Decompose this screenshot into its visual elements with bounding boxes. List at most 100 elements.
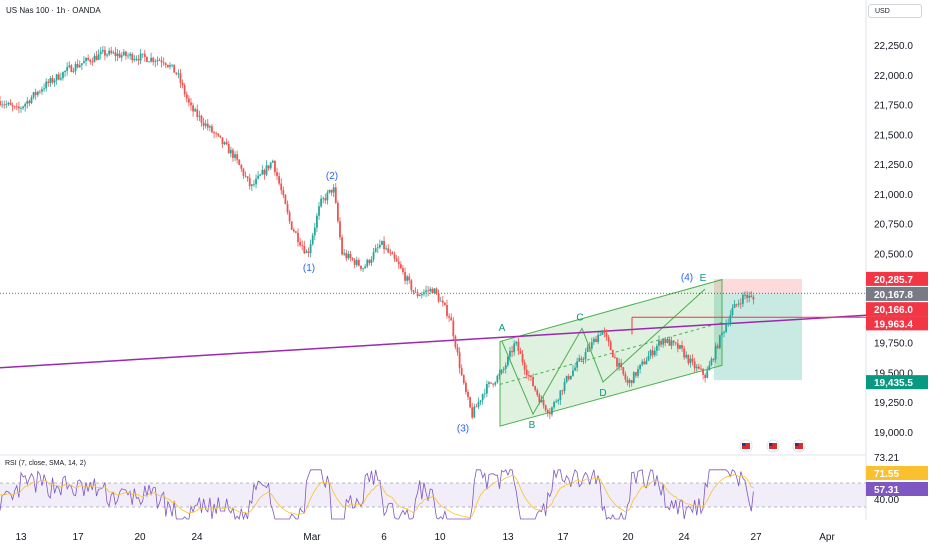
- candle-body: [742, 294, 744, 304]
- candle-body: [185, 94, 188, 99]
- candle-body: [211, 126, 213, 133]
- candle-body: [204, 123, 207, 126]
- price-badge: [866, 286, 928, 301]
- candle-body: [435, 288, 438, 294]
- candle-body: [183, 85, 186, 95]
- x-tick-label: 20: [134, 532, 146, 543]
- currency-selector[interactable]: USD: [868, 4, 922, 18]
- support-trendline[interactable]: [0, 314, 867, 369]
- candle-body: [101, 50, 104, 52]
- candle-body: [255, 178, 257, 185]
- candle-body: [370, 259, 373, 264]
- candle-body: [488, 382, 490, 385]
- candle-body: [194, 109, 197, 112]
- candle-body: [49, 78, 52, 84]
- candle-body: [307, 251, 310, 254]
- candle-body: [286, 203, 289, 213]
- candle-body: [485, 384, 488, 394]
- y-tick-label: 22,000.0: [874, 71, 913, 82]
- candle-body: [695, 366, 698, 369]
- candle-body: [229, 149, 232, 154]
- candle-body: [242, 168, 245, 176]
- wave-label: (4): [681, 272, 693, 283]
- candle-body: [282, 190, 285, 196]
- candle-body: [706, 370, 709, 378]
- candle-body: [112, 52, 115, 54]
- candle-body: [616, 357, 618, 367]
- candle-body: [177, 73, 180, 75]
- candle-body: [122, 51, 125, 56]
- candle-body: [624, 374, 627, 380]
- wave-abcde-path[interactable]: [501, 288, 706, 416]
- take-profit-zone[interactable]: [714, 293, 802, 381]
- x-tick-label: 17: [72, 532, 84, 543]
- candle-body: [431, 288, 434, 294]
- trend-channel[interactable]: [499, 278, 723, 427]
- candle-body: [444, 302, 446, 305]
- candle-body: [202, 122, 205, 126]
- candle-body: [17, 106, 20, 109]
- candle-body: [548, 413, 551, 415]
- channel-midline[interactable]: [499, 321, 723, 385]
- candle-body: [611, 350, 614, 358]
- candle-body: [406, 276, 409, 281]
- candle-body: [322, 198, 325, 200]
- candle-body: [120, 55, 123, 58]
- candle-body: [141, 53, 144, 55]
- x-tick-label: 17: [557, 532, 569, 543]
- x-tick-label: 20: [622, 532, 634, 543]
- candle-body: [664, 339, 667, 343]
- candle-body: [731, 307, 734, 316]
- y-tick-label: 21,000.0: [874, 190, 913, 201]
- candle-body: [274, 160, 276, 173]
- candle-body: [412, 290, 415, 292]
- candle-body: [693, 361, 696, 369]
- candle-body: [563, 382, 566, 392]
- candle-body: [479, 400, 482, 402]
- rsi-title: RSI (7, close, SMA, 14, 2): [5, 460, 86, 467]
- candle-body: [597, 334, 600, 343]
- candle-body: [353, 259, 356, 265]
- candle-body: [506, 356, 509, 366]
- stop-loss-zone[interactable]: [714, 278, 802, 294]
- candle-body: [158, 60, 161, 61]
- candle-body: [259, 174, 262, 176]
- candle-body: [7, 102, 10, 105]
- candle-body: [378, 244, 381, 248]
- candle-body: [527, 375, 530, 377]
- candle-body: [51, 78, 54, 83]
- candle-body: [530, 375, 532, 378]
- candle-body: [553, 402, 555, 408]
- candle-body: [521, 353, 524, 363]
- candle-body: [393, 254, 396, 259]
- candle-body: [181, 82, 184, 86]
- candle-body: [475, 406, 478, 408]
- wave-label: C: [576, 312, 583, 323]
- candle-body: [78, 65, 81, 68]
- price-badge: [866, 316, 928, 331]
- candle-body: [328, 189, 331, 193]
- candle-body: [360, 265, 362, 269]
- candle-body: [414, 291, 417, 293]
- candle-body: [546, 410, 549, 414]
- candle-body: [494, 382, 497, 385]
- candle-body: [639, 364, 641, 369]
- wave-label: (2): [326, 171, 338, 182]
- price-badge: [866, 375, 928, 390]
- candle-body: [576, 361, 579, 368]
- candle-body: [324, 198, 327, 201]
- candle-body: [746, 294, 749, 298]
- candle-body: [372, 252, 375, 260]
- candle-body: [232, 149, 234, 158]
- candle-body: [257, 175, 260, 179]
- candle-body: [341, 237, 343, 255]
- wave-label: B: [529, 420, 536, 431]
- candle-body: [225, 142, 228, 145]
- candle-body: [99, 51, 102, 55]
- candle-body: [653, 350, 656, 356]
- candle-body: [626, 379, 629, 383]
- candle-body: [727, 322, 730, 325]
- candle-body: [169, 65, 171, 67]
